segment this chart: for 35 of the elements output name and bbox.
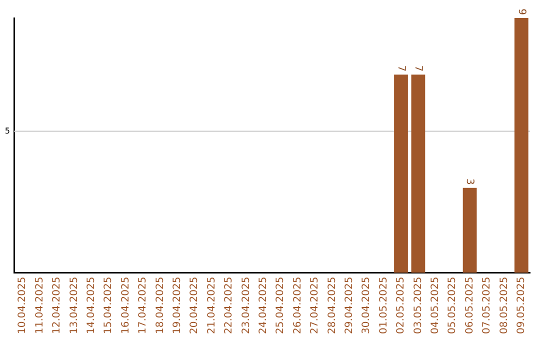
x-tick-label: 07.05.2025 <box>482 276 493 334</box>
x-tick-label: 03.05.2025 <box>412 276 424 334</box>
x-tick-label: 04.05.2025 <box>430 276 441 334</box>
x-tick-label: 16.04.2025 <box>120 276 132 334</box>
x-tick-label: 11.04.2025 <box>34 276 46 334</box>
x-tick-label: 29.04.2025 <box>344 276 355 334</box>
data-label: 7 <box>412 65 424 72</box>
data-label: 3 <box>464 178 476 185</box>
x-tick-label: 12.04.2025 <box>52 276 63 334</box>
x-tick-label: 25.04.2025 <box>275 276 286 334</box>
x-tick-label: 22.04.2025 <box>224 276 235 334</box>
data-label: 7 <box>395 65 406 72</box>
x-tick-label: 14.04.2025 <box>86 276 97 334</box>
x-tick-label: 28.04.2025 <box>326 276 338 334</box>
x-tick-label: 09.05.2025 <box>516 276 527 334</box>
x-tick-label: 17.04.2025 <box>138 276 149 334</box>
x-tick-label: 13.04.2025 <box>68 276 80 334</box>
x-tick-label: 21.04.2025 <box>206 276 218 334</box>
x-tick-label: 19.04.2025 <box>172 276 183 334</box>
x-tick-label: 23.04.2025 <box>240 276 252 334</box>
x-tick-label: 27.04.2025 <box>310 276 321 334</box>
x-tick-label: 18.04.2025 <box>154 276 166 334</box>
ref-line-label: 5 <box>4 126 10 136</box>
x-tick-label: 02.05.2025 <box>396 276 407 334</box>
x-tick-label: 26.04.2025 <box>292 276 304 334</box>
x-tick-label: 05.05.2025 <box>447 276 458 334</box>
x-tick-label: 30.04.2025 <box>361 276 372 334</box>
x-tick-label: 10.04.2025 <box>17 276 28 334</box>
data-label: 9 <box>516 8 527 15</box>
x-tick-label: 08.05.2025 <box>498 276 510 334</box>
x-tick-label: 20.04.2025 <box>189 276 200 334</box>
x-tick-label: 15.04.2025 <box>103 276 114 334</box>
x-tick-label: 01.05.2025 <box>378 276 390 334</box>
x-tick-label: 06.05.2025 <box>464 276 476 334</box>
x-tick-label: 24.04.2025 <box>258 276 269 334</box>
